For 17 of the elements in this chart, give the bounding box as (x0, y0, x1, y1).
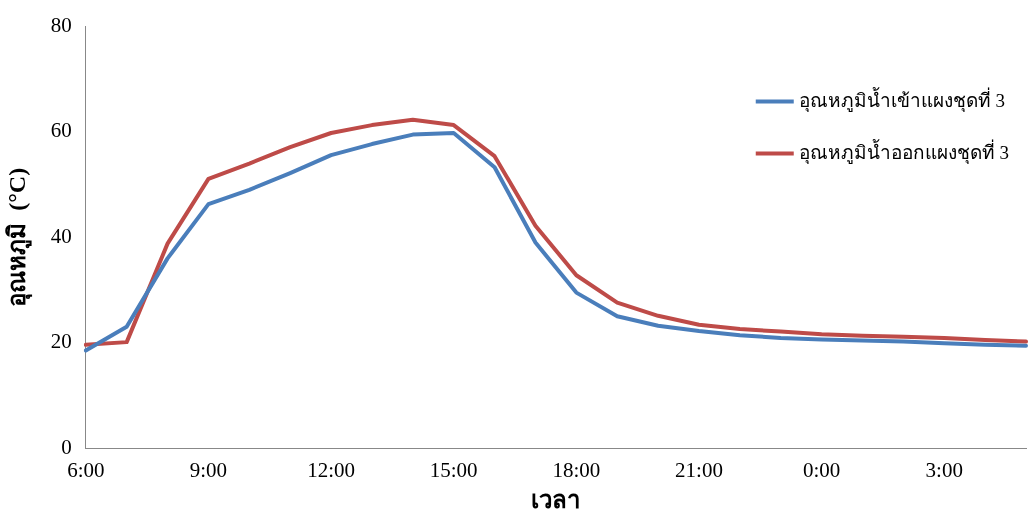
x-tick-label: 6:00 (67, 458, 105, 483)
x-tick-label: 15:00 (429, 458, 478, 483)
x-tick-label: 3:00 (925, 458, 963, 483)
x-tick-label: 0:00 (802, 458, 841, 483)
y-tick-label: 20 (50, 329, 72, 354)
legend-label: อุณหภูมิน้ำออกแผงชุดที่ 3 (798, 138, 1009, 165)
legend-label: อุณหภูมิน้ำเข้าแผงชุดที่ 3 (798, 86, 1005, 113)
x-axis-title: เวลา (531, 486, 581, 513)
y-axis-title: อุณหภูมิ (°C) (3, 167, 33, 307)
y-tick-label: 60 (50, 118, 72, 143)
x-tick-label: 9:00 (189, 458, 228, 483)
x-tick-label: 12:00 (307, 458, 355, 483)
y-tick-label: 80 (50, 13, 72, 38)
y-tick-label: 0 (61, 434, 72, 459)
x-tick-label: 18:00 (552, 458, 601, 483)
x-tick-label: 21:00 (675, 458, 723, 483)
y-tick-label: 40 (50, 223, 72, 248)
